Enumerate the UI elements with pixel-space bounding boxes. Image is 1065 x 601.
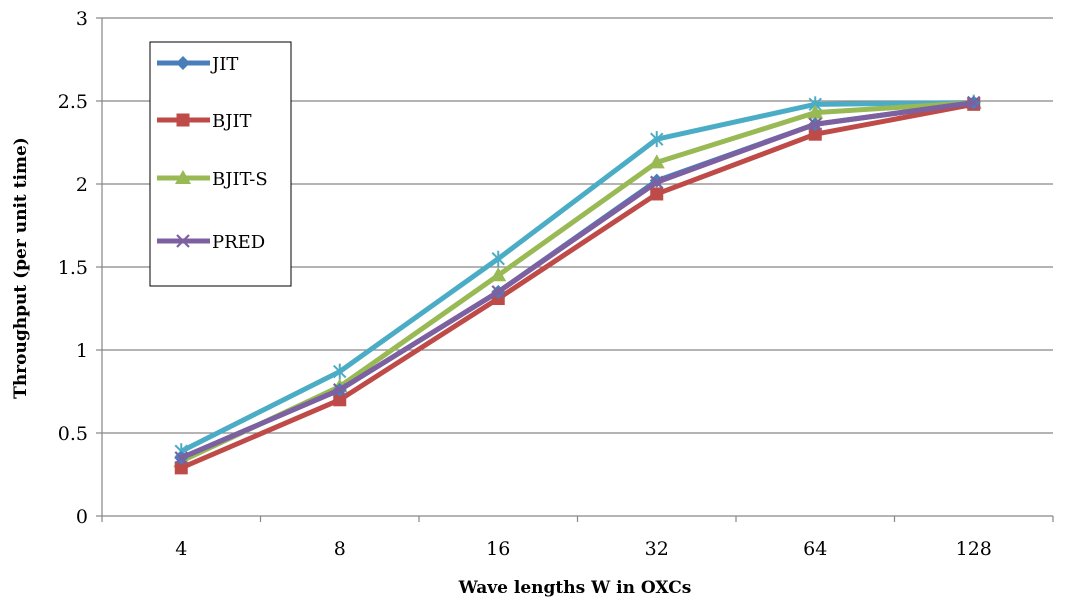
- series-bjit: [174, 97, 981, 475]
- legend: JIT BJIT BJIT-S PRED: [149, 41, 292, 287]
- x-tick-label: 16: [486, 538, 510, 560]
- data-point-pred: [966, 95, 981, 110]
- data-point-bjit-s: [490, 267, 507, 282]
- y-tick-label: 0.5: [58, 423, 88, 445]
- legend-label: BJIT: [212, 111, 252, 132]
- legend-item-pred: PRED: [157, 232, 265, 253]
- series-line-series-5: [180, 100, 974, 454]
- y-tick-label: 1.5: [58, 257, 88, 279]
- x-tick-label: 4: [175, 538, 187, 560]
- data-point-bjit: [808, 127, 822, 141]
- y-tick-label: 1: [76, 340, 88, 362]
- data-point-bjit: [650, 187, 664, 201]
- axes: [96, 17, 1054, 522]
- data-point-pred: [174, 451, 189, 465]
- legend-box: [149, 41, 292, 287]
- legend-marker: [176, 113, 190, 127]
- series-line-bjit: [180, 101, 975, 471]
- legend-item-bjit-s: BJIT-S: [157, 169, 268, 190]
- y-tick-label: 0: [76, 506, 88, 528]
- legend-marker: [176, 234, 190, 248]
- data-point-pred: [332, 383, 347, 397]
- data-point-series-5: [491, 250, 505, 267]
- data-point-pred: [649, 175, 664, 190]
- data-point-bjit: [333, 393, 347, 407]
- y-tick-label: 3: [76, 8, 88, 30]
- series-line-pred: [180, 100, 975, 461]
- series-pred: [174, 95, 981, 465]
- data-point-bjit-s: [648, 154, 665, 169]
- data-point-pred: [808, 117, 823, 132]
- data-point-bjit-s: [807, 104, 824, 119]
- x-tick-labels: 4 8 16 32 64 128: [175, 538, 992, 560]
- legend-marker: [176, 56, 190, 70]
- x-tick-label: 64: [803, 538, 827, 560]
- y-tick-labels: 0 0.5 1 1.5 2 2.5 3: [58, 8, 88, 528]
- data-point-series-5: [650, 131, 664, 148]
- legend-label: JIT: [210, 54, 238, 75]
- data-point-pred: [491, 285, 506, 299]
- series-group: [173, 94, 982, 475]
- legend-label: PRED: [212, 232, 265, 253]
- y-tick-label: 2: [76, 174, 88, 196]
- x-tick-label: 128: [956, 538, 992, 560]
- legend-item-bjit: BJIT: [157, 111, 252, 132]
- x-axis-title: Wave lengths W in OXCs: [458, 578, 692, 598]
- y-tick-label: 2.5: [58, 91, 88, 113]
- legend-item-jit: JIT: [157, 54, 238, 75]
- legend-marker: [175, 170, 191, 184]
- data-point-series-5: [333, 363, 347, 380]
- x-tick-label: 8: [334, 538, 346, 560]
- x-tick-label: 32: [645, 538, 669, 560]
- data-point-bjit: [174, 461, 188, 475]
- legend-label: BJIT-S: [212, 169, 268, 190]
- y-axis-title: Throughput (per unit time): [11, 137, 31, 399]
